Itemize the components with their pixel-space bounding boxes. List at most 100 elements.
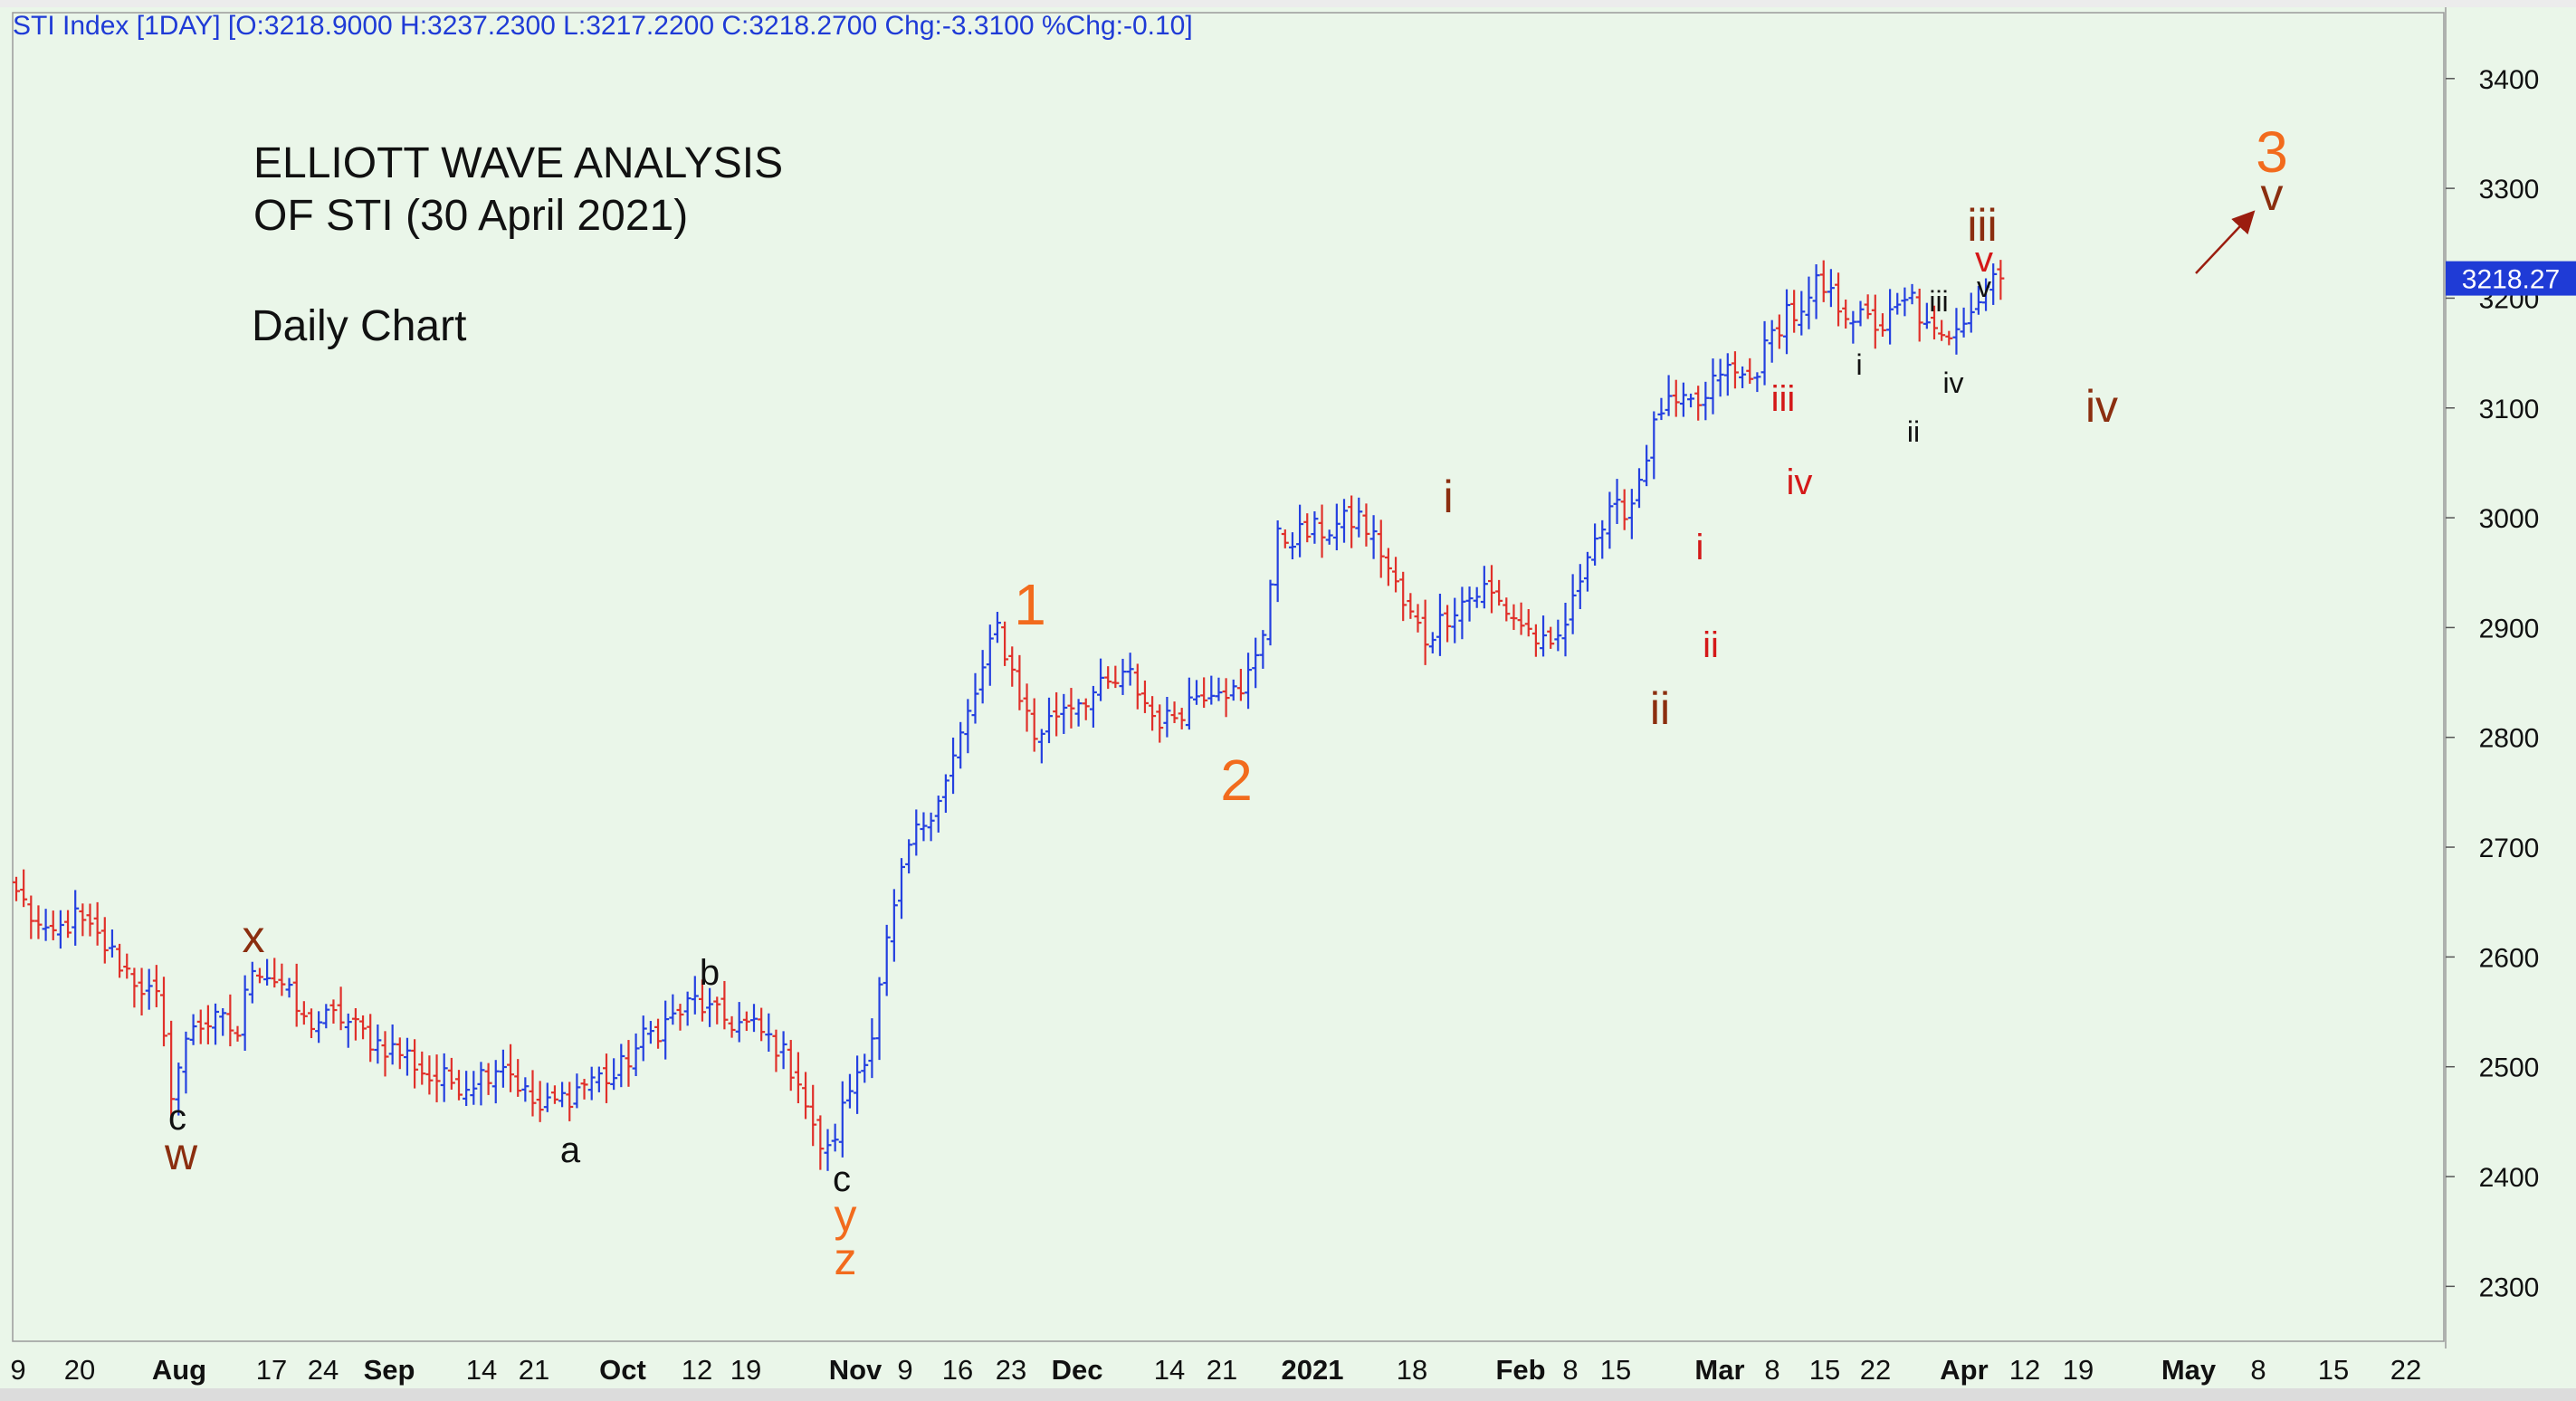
ohlc-bar (1458, 586, 1466, 640)
ohlc-bar (1362, 503, 1370, 547)
ohlc-bar (809, 1084, 817, 1147)
y-tick-label: 3400 (2479, 65, 2540, 95)
ohlc-bar (359, 1015, 367, 1040)
ohlc-bar (337, 986, 345, 1031)
ohlc-bar (1436, 594, 1444, 656)
ohlc-bar (610, 1058, 618, 1091)
ohlc-bar (145, 968, 153, 1010)
ohlc-bar (64, 910, 72, 939)
ohlc-bar (1037, 729, 1045, 764)
x-tick-label: Oct (599, 1354, 646, 1386)
ohlc-bar (72, 890, 80, 946)
ohlc-bar (683, 991, 692, 1026)
ohlc-bar (971, 672, 979, 724)
ohlc-bar (1819, 260, 1827, 302)
x-tick-label: Mar (1694, 1354, 1744, 1386)
x-tick-label: Sep (364, 1354, 415, 1386)
ohlc-bar (1569, 574, 1577, 634)
ohlc-bar (1001, 621, 1009, 666)
ohlc-bar (1783, 289, 1790, 355)
x-tick-label: 19 (2063, 1354, 2094, 1386)
top-toolbar-strip (0, 0, 2576, 7)
ohlc-bar (750, 1004, 758, 1033)
ohlc-bar (1709, 358, 1717, 415)
ohlc-header: STI Index [1DAY] [O:3218.9000 H:3237.230… (13, 11, 1193, 41)
x-tick-label: 17 (256, 1354, 287, 1386)
x-tick-label: 21 (519, 1354, 549, 1386)
ohlc-bar (742, 1011, 750, 1032)
ohlc-bar (1495, 579, 1503, 606)
ohlc-bar (1687, 393, 1695, 408)
ohlc-bar (1554, 619, 1562, 652)
ohlc-bar (720, 980, 729, 1030)
ohlc-bar (514, 1059, 522, 1097)
ohlc-bar (794, 1052, 802, 1104)
ohlc-bar (1952, 308, 1961, 355)
ohlc-bar (1377, 519, 1385, 578)
ohlc-bar (1016, 654, 1024, 710)
ohlc-bar (949, 737, 958, 795)
y-tick-label: 3000 (2479, 504, 2540, 534)
ohlc-bar (86, 903, 94, 937)
ohlc-bar (13, 876, 20, 901)
ohlc-bar (779, 1031, 787, 1070)
ohlc-bar (676, 1004, 684, 1031)
ohlc-bar (278, 963, 286, 996)
ohlc-bar (861, 1053, 869, 1083)
ohlc-bar (1798, 291, 1806, 336)
ohlc-bar (322, 1004, 330, 1029)
ohlc-bar (1606, 491, 1614, 549)
wave-label: i (1443, 472, 1453, 522)
ohlc-bar (1311, 510, 1319, 544)
x-tick-label: May (2161, 1354, 2217, 1386)
ohlc-bar (116, 943, 124, 978)
wave-label: iii (1929, 285, 1948, 318)
ohlc-bar (1428, 632, 1436, 654)
ohlc-bar (1835, 272, 1843, 327)
ohlc-bar (1444, 605, 1452, 643)
projection-arrow (2195, 210, 2256, 274)
ohlc-bar (1503, 597, 1511, 622)
ohlc-bar (381, 1031, 389, 1077)
x-tick-label: Nov (829, 1354, 883, 1386)
ohlc-bar (1222, 678, 1230, 718)
ohlc-bar (1348, 495, 1356, 548)
ohlc-bar (1775, 314, 1783, 349)
ohlc-bar (1672, 379, 1680, 417)
bottom-scrollbar[interactable] (0, 1388, 2576, 1401)
title-line-2: OF STI (30 April 2021) (253, 192, 688, 240)
ohlc-bar (758, 1007, 766, 1042)
ohlc-bar (1023, 683, 1031, 732)
wave-label: 2 (1220, 748, 1253, 813)
ohlc-bar (824, 1129, 832, 1171)
ohlc-bar (1163, 696, 1171, 738)
ohlc-bar (1561, 603, 1569, 657)
x-tick-label: 9 (897, 1354, 912, 1386)
x-tick-label: 8 (1562, 1354, 1578, 1386)
ohlc-bar (263, 958, 272, 986)
ohlc-bar (802, 1072, 810, 1120)
ohlc-bar (1414, 604, 1422, 633)
ohlc-bar (639, 1015, 647, 1062)
ohlc-bar (603, 1053, 610, 1103)
ohlc-bar (957, 721, 965, 769)
ohlc-bar (1303, 513, 1312, 543)
ohlc-bar (100, 917, 109, 964)
ohlc-bar (241, 975, 249, 1051)
ohlc-bar (964, 699, 972, 754)
ohlc-bar (182, 1031, 190, 1094)
wave-label: y (835, 1190, 857, 1241)
x-tick-label: 12 (682, 1354, 712, 1386)
wave-label: ii (1703, 625, 1719, 665)
ohlc-bar (1716, 358, 1724, 397)
wave-label: iii (1771, 379, 1796, 419)
ohlc-bar (1547, 626, 1555, 649)
wave-label: i (1696, 528, 1704, 567)
last-price-label: 3218.27 (2462, 265, 2560, 295)
ohlc-bar (1627, 489, 1636, 539)
ohlc-bar (1060, 693, 1068, 734)
ohlc-bar (617, 1044, 625, 1088)
ohlc-bar (20, 869, 28, 908)
